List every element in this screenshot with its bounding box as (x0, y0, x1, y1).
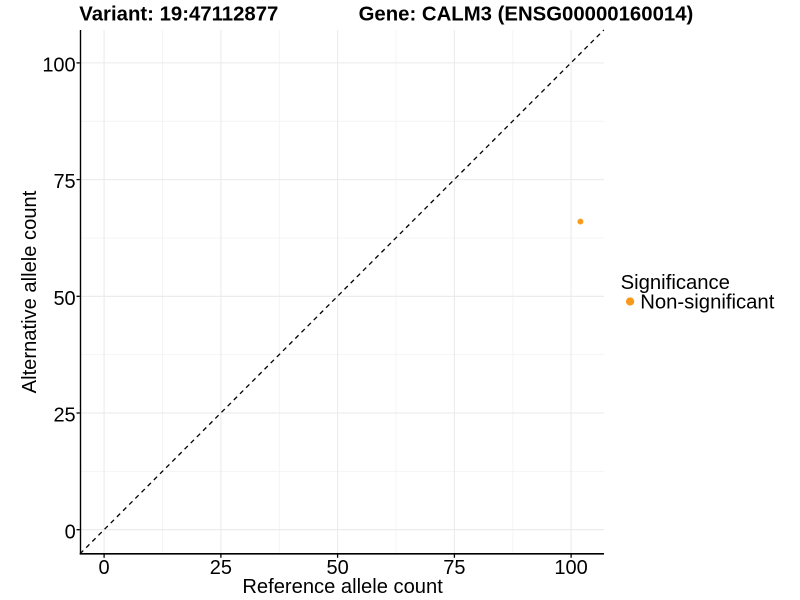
svg-text:Gene: CALM3 (ENSG00000160014): Gene: CALM3 (ENSG00000160014) (359, 4, 694, 26)
svg-text:0: 0 (65, 521, 76, 543)
svg-text:25: 25 (53, 405, 75, 427)
svg-text:50: 50 (326, 557, 348, 579)
svg-text:100: 100 (42, 55, 75, 77)
svg-text:Non-significant: Non-significant (640, 292, 775, 314)
svg-text:75: 75 (443, 557, 465, 579)
svg-text:Reference allele count: Reference allele count (242, 576, 443, 598)
svg-text:100: 100 (554, 557, 587, 579)
svg-text:50: 50 (53, 288, 75, 310)
svg-text:25: 25 (210, 557, 232, 579)
svg-text:Significance: Significance (621, 272, 730, 294)
svg-text:0: 0 (99, 557, 110, 579)
svg-text:Alternative allele count: Alternative allele count (19, 190, 41, 393)
svg-text:Variant: 19:47112877: Variant: 19:47112877 (79, 4, 278, 26)
svg-text:75: 75 (53, 171, 75, 193)
